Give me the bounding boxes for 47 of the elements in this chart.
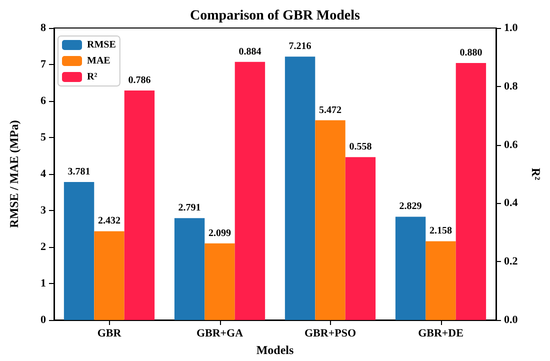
chart-title: Comparison of GBR Models	[190, 8, 361, 24]
bar	[204, 243, 235, 320]
y-tick-label: 5	[40, 132, 46, 144]
data-label: 2.099	[208, 228, 231, 239]
y2-tick-label: 0.8	[504, 80, 518, 92]
x-axis-title: Models	[256, 343, 294, 357]
y-tick-label: 3	[40, 204, 46, 216]
legend-label: MAE	[87, 56, 111, 66]
y-axis-title: RMSE / MAE (MPa)	[7, 120, 21, 228]
y-tick-label: 6	[40, 95, 46, 107]
data-label: 0.786	[128, 74, 151, 86]
bar	[234, 62, 266, 320]
x-tick-label: GBR+GA	[196, 328, 244, 340]
y-tick-label: 7	[40, 58, 46, 70]
y2-tick-label: 0.4	[504, 197, 518, 210]
bar	[124, 90, 155, 320]
data-label: 2.158	[430, 226, 452, 237]
x-tick-label: GBR+DE	[418, 328, 464, 340]
data-label: 0.884	[238, 46, 262, 58]
bar	[284, 56, 316, 320]
x-tick-label: GBR	[97, 328, 122, 340]
y-tick-label: 2	[40, 241, 46, 253]
y2-tick-label: 0.2	[504, 256, 518, 268]
legend-label: R²	[87, 72, 98, 82]
y2-tick-label: 0.0	[504, 314, 518, 326]
data-label: 2.432	[98, 216, 120, 227]
bar	[64, 182, 94, 320]
data-label: 7.216	[288, 41, 312, 52]
data-label: 0.880	[460, 48, 482, 59]
bar	[174, 218, 205, 320]
data-label: 5.472	[319, 104, 342, 116]
data-label: 2.791	[178, 202, 201, 214]
y2-tick-label: 1.0	[504, 22, 518, 34]
y-tick-label: 4	[40, 168, 46, 180]
bar	[456, 63, 486, 320]
data-label: 0.558	[349, 142, 372, 153]
y-tick-label: 8	[40, 22, 46, 34]
y2-axis-title: R²	[529, 168, 543, 181]
bar	[426, 241, 456, 320]
data-label: 2.829	[399, 201, 422, 212]
x-tick-label: GBR+PSO	[304, 328, 356, 340]
y2-tick-label: 0.6	[504, 138, 518, 151]
y-tick-label: 0	[40, 314, 46, 326]
legend-label: RMSE	[87, 40, 116, 50]
y-tick-label: 1	[40, 278, 46, 290]
bar	[395, 216, 426, 320]
data-label: 3.781	[68, 166, 90, 178]
